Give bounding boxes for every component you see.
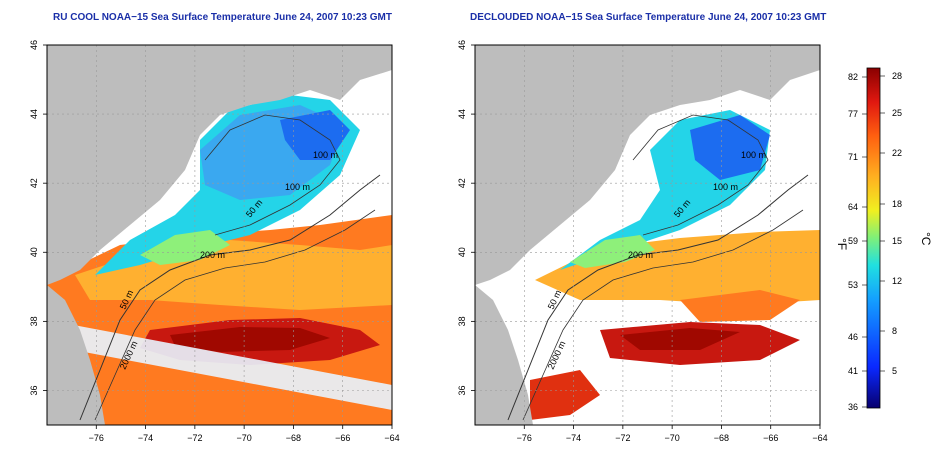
land-south <box>475 285 533 425</box>
fahrenheit-label: 59 <box>848 236 858 246</box>
lon-tick-label: −76 <box>517 433 532 443</box>
warm-water-south <box>530 370 600 420</box>
celsius-label: 18 <box>892 199 902 209</box>
lat-tick-label: 46 <box>457 40 467 50</box>
cloud-band <box>47 320 392 410</box>
lon-tick-label: −64 <box>812 433 827 443</box>
left-map-frame <box>46 44 393 426</box>
unit-fahrenheit: °F <box>835 238 849 250</box>
lon-tick-label: −72 <box>615 433 630 443</box>
fahrenheit-label: 36 <box>848 402 858 412</box>
celsius-label: 5 <box>892 366 897 376</box>
left-axis-ticks: −76 −74 −72 −70 −68 −66 −64 46 44 42 40 38 36 <box>29 40 400 443</box>
celsius-label: 22 <box>892 148 902 158</box>
colorbar: 82 77 71 64 59 53 46 41 36 28 25 22 18 15 12 8 5 °F °C <box>835 67 933 412</box>
cold-water <box>280 110 350 160</box>
lon-tick-label: −74 <box>138 433 153 443</box>
gulf-stream-core <box>620 328 740 350</box>
lat-tick-label: 40 <box>457 247 467 257</box>
lat-tick-label: 42 <box>29 178 39 188</box>
celsius-labels: 28 25 22 18 15 12 8 5 <box>880 71 902 376</box>
right-map-panel: 100 m 100 m 50 m 200 m 50 m 2000 m −76 −7… <box>457 40 828 443</box>
left-panel-title: RU COOL NOAA−15 Sea Surface Temperature … <box>53 12 392 23</box>
warm-water <box>680 290 800 322</box>
lon-tick-label: −68 <box>286 433 301 443</box>
right-axis-ticks: −76 −74 −72 −70 −68 −66 −64 46 44 42 40 38 36 <box>457 40 828 443</box>
contour-200m <box>79 174 381 421</box>
lat-tick-label: 44 <box>29 109 39 119</box>
lon-tick-label: −68 <box>714 433 729 443</box>
celsius-label: 15 <box>892 236 902 246</box>
right-map-frame <box>474 44 821 426</box>
gulf-stream-core <box>170 327 330 352</box>
lat-tick-label: 40 <box>29 247 39 257</box>
fahrenheit-label: 82 <box>848 72 858 82</box>
fahrenheit-label: 53 <box>848 280 858 290</box>
contour-100m <box>632 114 769 236</box>
contour-2000m <box>522 209 804 421</box>
fahrenheit-label: 41 <box>848 366 858 376</box>
colorbar-gradient <box>866 67 881 409</box>
contour-200m <box>507 174 809 421</box>
celsius-label: 8 <box>892 326 897 336</box>
lon-tick-label: −64 <box>384 433 399 443</box>
lon-tick-label: −76 <box>89 433 104 443</box>
fahrenheit-label: 46 <box>848 332 858 342</box>
graticule <box>47 45 392 425</box>
contour-2000m <box>94 209 376 421</box>
fahrenheit-labels: 82 77 71 64 59 53 46 41 36 <box>848 72 867 412</box>
lat-tick-label: 42 <box>457 178 467 188</box>
lon-tick-label: −72 <box>187 433 202 443</box>
lon-tick-label: −74 <box>566 433 581 443</box>
contour-label: 200 m <box>628 250 653 260</box>
unit-celsius: °C <box>919 232 933 246</box>
lat-tick-label: 38 <box>29 316 39 326</box>
contour-label: 100 m <box>285 182 310 192</box>
lat-tick-label: 44 <box>457 109 467 119</box>
lat-tick-label: 36 <box>457 385 467 395</box>
contour-100m <box>204 114 341 236</box>
left-map-panel: 100 m 100 m 50 m 200 m 50 m 2000 m −76 −7… <box>29 40 400 443</box>
contour-label: 100 m <box>713 182 738 192</box>
contour-label: 200 m <box>200 250 225 260</box>
lon-tick-label: −66 <box>763 433 778 443</box>
cold-water <box>690 115 770 180</box>
lon-tick-label: −70 <box>665 433 680 443</box>
land-north <box>475 45 820 285</box>
transition-water <box>570 235 655 268</box>
celsius-label: 12 <box>892 276 902 286</box>
fahrenheit-label: 77 <box>848 109 858 119</box>
celsius-label: 25 <box>892 108 902 118</box>
lon-tick-label: −66 <box>335 433 350 443</box>
land-north <box>47 45 392 285</box>
contour-label: 100 m <box>741 150 766 160</box>
fahrenheit-label: 71 <box>848 152 858 162</box>
lon-tick-label: −70 <box>237 433 252 443</box>
celsius-label: 28 <box>892 71 902 81</box>
right-panel-title: DECLOUDED NOAA−15 Sea Surface Temperatur… <box>470 12 827 23</box>
graticule <box>475 45 820 425</box>
contour-label: 100 m <box>313 150 338 160</box>
lat-tick-label: 46 <box>29 40 39 50</box>
lat-tick-label: 38 <box>457 316 467 326</box>
fahrenheit-label: 64 <box>848 202 858 212</box>
land-south <box>47 285 105 425</box>
lat-tick-label: 36 <box>29 385 39 395</box>
